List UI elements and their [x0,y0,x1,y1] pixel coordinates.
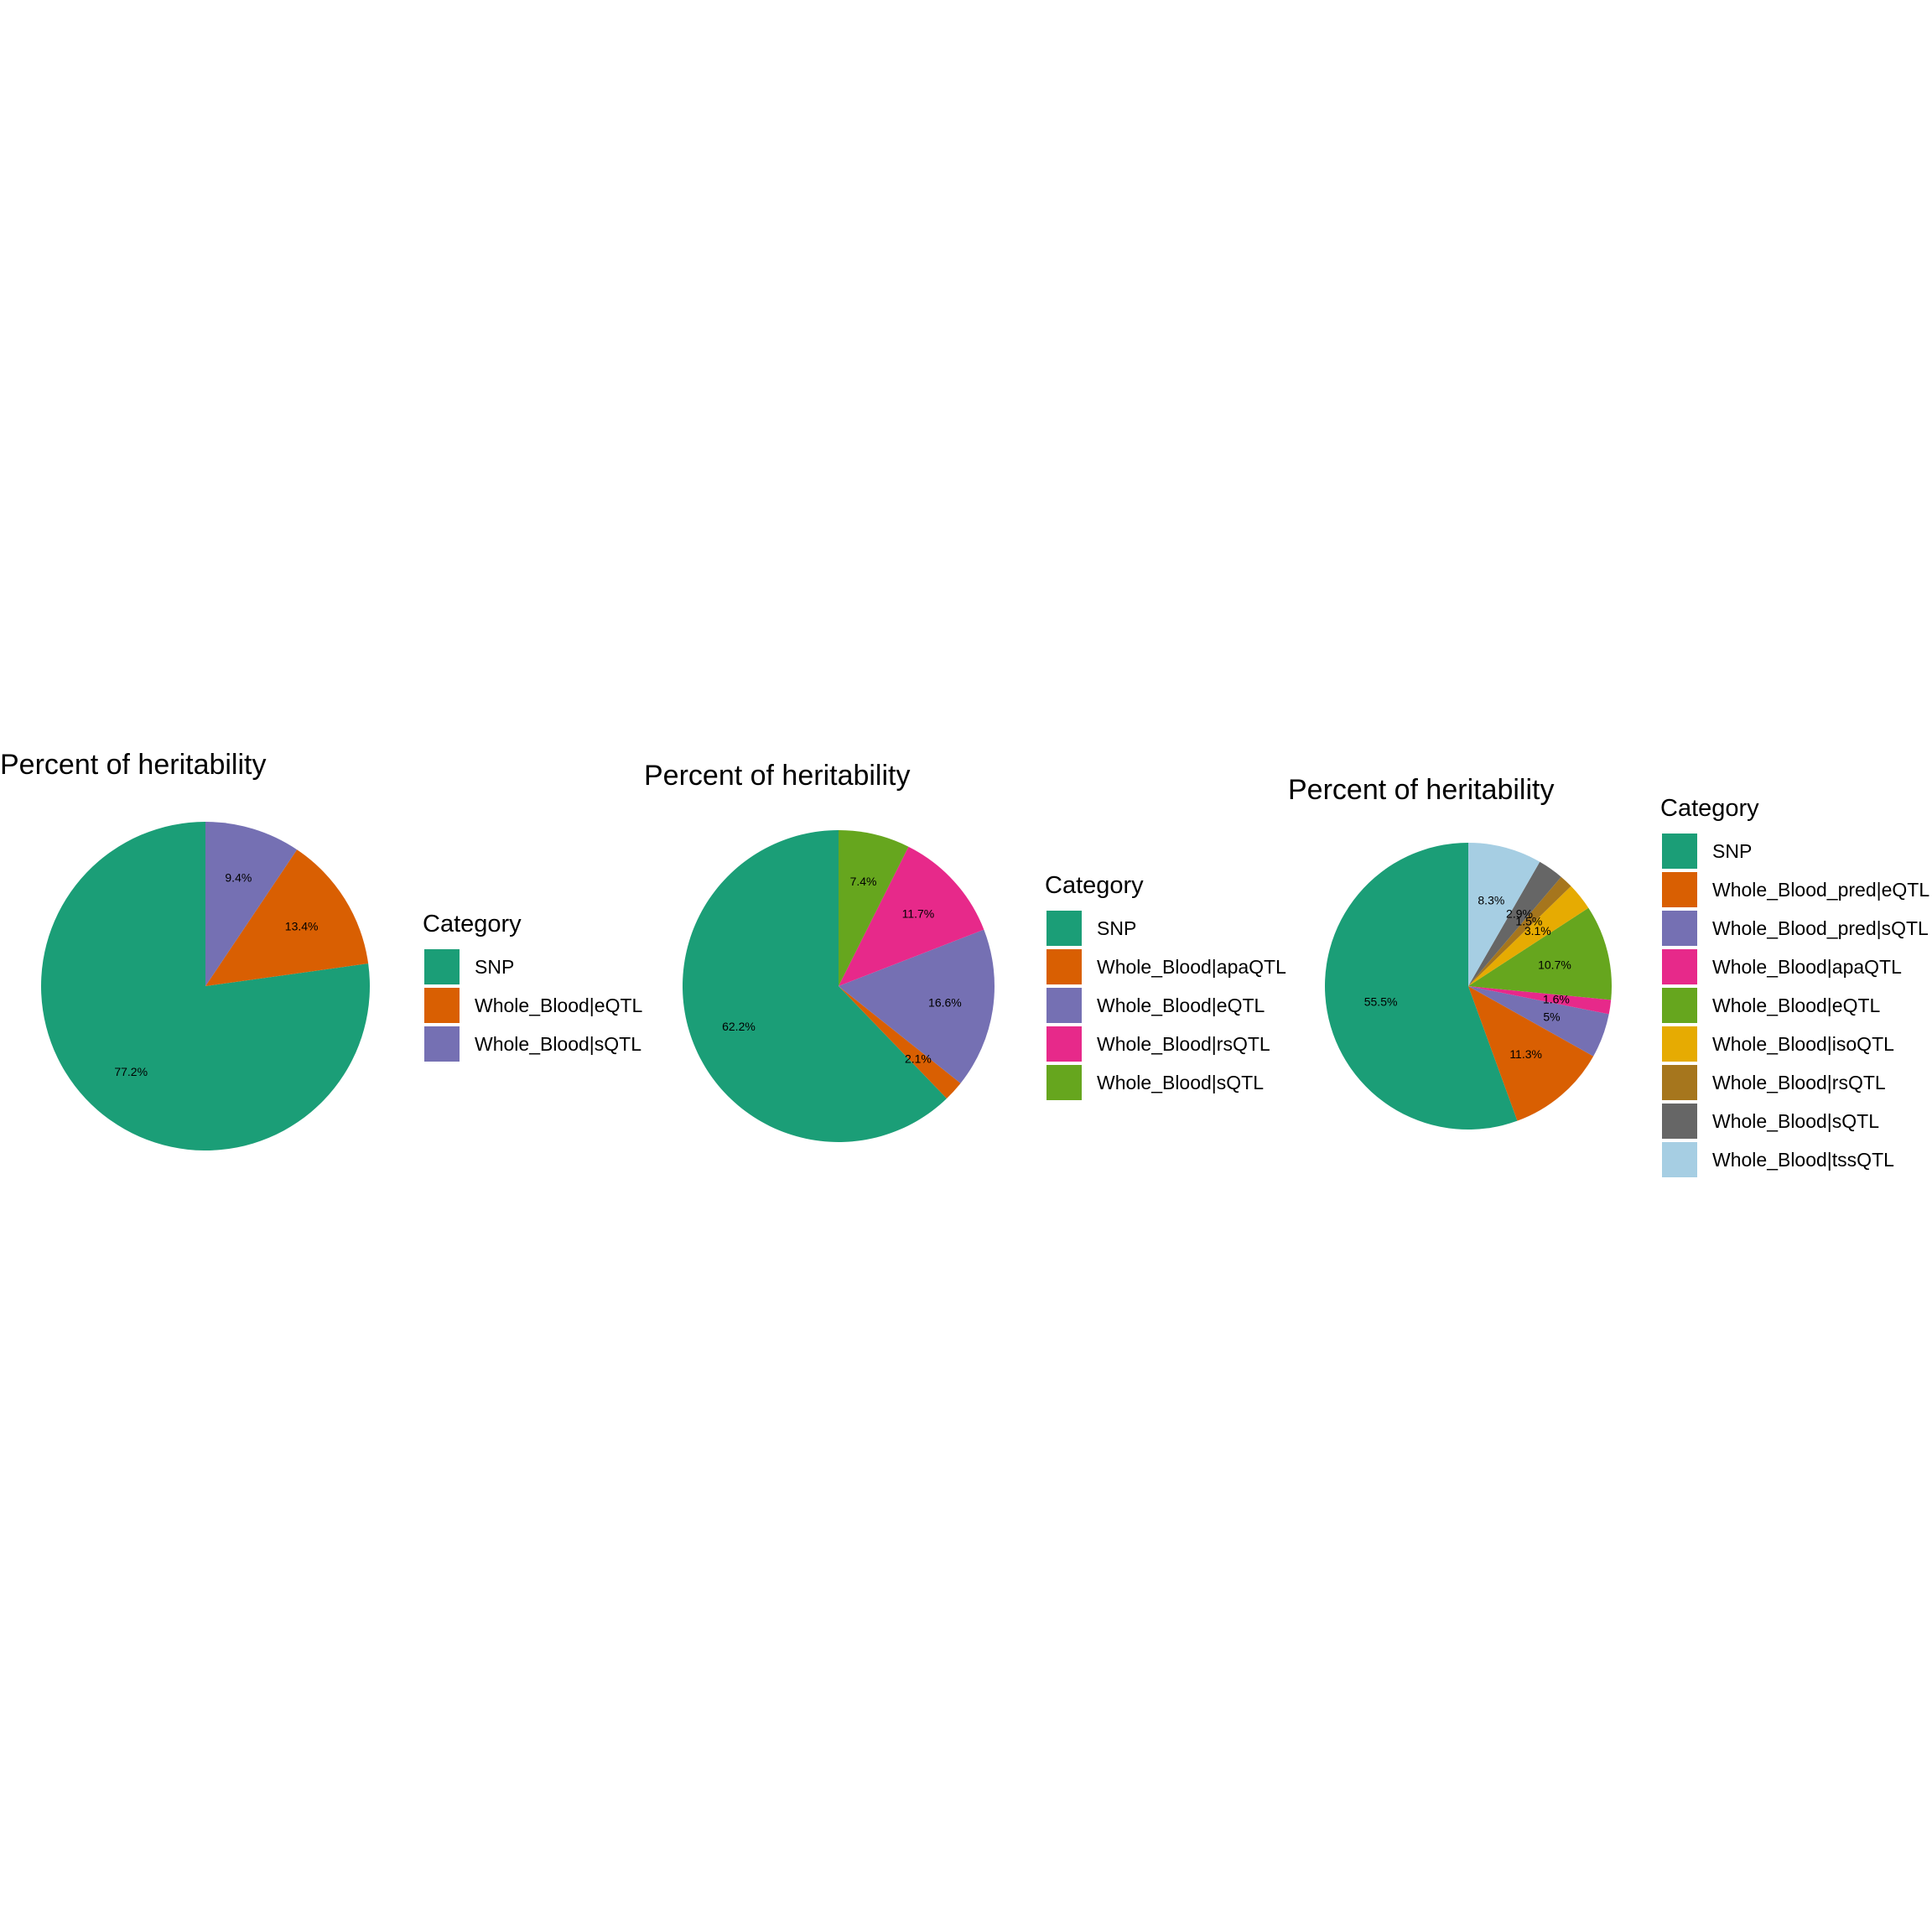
pie-panel-3: Percent of heritability 55.5% 11.3% 5% 1.6%… [1288,774,1929,1177]
legend-items-3: SNP Whole_Blood_pred|eQTL Whole_Blood_pred… [1662,834,1929,1177]
pie-slice-whole-blood-pred-eqtl [1468,986,1594,1121]
legend-label: SNP [1097,917,1136,939]
legend-label: Whole_Blood|eQTL [1712,995,1881,1016]
slice-label: 62.2% [722,1020,756,1033]
legend-1: Category SNP Whole_Blood|eQTL Whole_Blood|… [423,911,643,1062]
chart-title: Percent of heritability [0,749,267,781]
legend-label: SNP [1712,840,1752,862]
pie-slice-whole-blood-sqtl [1468,861,1561,986]
pie-slice-whole-blood-rsqtl [839,846,984,986]
legend-swatch [424,949,460,984]
slice-label: 11.7% [902,907,935,921]
pie-labels-1: 77.2% 13.4% 9.4% [114,871,318,1078]
legend-title: Category [1660,795,1759,822]
chart-title: Percent of heritability [644,760,911,792]
legend-title: Category [423,911,522,937]
slice-label: 5% [1543,1010,1560,1024]
pie-slice-whole-blood-apaqtl [839,986,961,1098]
pie-slices-3 [1324,843,1612,1130]
pie-slice-whole-blood-eqtl [205,849,369,986]
legend-swatch [1046,1065,1082,1100]
chart-title: Percent of heritability [1288,774,1555,806]
legend-swatch [1662,1026,1697,1062]
legend-items-2: SNP Whole_Blood|apaQTL Whole_Blood|eQTL Who… [1046,911,1286,1100]
legend-title: Category [1045,872,1144,899]
pie-slice-snp [683,830,948,1143]
slice-label: 8.3% [1478,894,1504,907]
pie-slice-whole-blood-apaqtl [1468,986,1612,1015]
slice-label: 55.5% [1364,995,1398,1008]
legend-swatch [1046,911,1082,946]
legend-swatch [1662,911,1697,946]
legend-swatch [1662,949,1697,984]
pie-slice-snp [40,822,370,1150]
legend-swatch [1662,834,1697,869]
legend-label: Whole_Blood|eQTL [1097,995,1265,1016]
legend-label: Whole_Blood_pred|sQTL [1712,917,1929,939]
pie-labels-2: 62.2% 2.1% 16.6% 11.7% 7.4% [722,875,962,1065]
legend-label: Whole_Blood|rsQTL [1712,1072,1886,1093]
slice-label: 9.4% [225,871,252,885]
slice-label: 3.1% [1524,924,1551,937]
pie-panel-2: Percent of heritability 62.2% 2.1% 16.6% 11… [644,760,1286,1143]
legend-label: Whole_Blood|apaQTL [1712,956,1902,978]
legend-label: Whole_Blood|eQTL [475,995,643,1016]
legend-label: Whole_Blood|sQTL [1097,1072,1264,1093]
legend-swatch [1046,1026,1082,1062]
slice-label: 16.6% [928,995,962,1009]
pie-slices-1 [40,822,370,1150]
legend-swatch [1662,872,1697,907]
legend-label: Whole_Blood|isoQTL [1712,1033,1894,1055]
pie-slices-2 [683,830,995,1143]
legend-swatch [424,1026,460,1062]
legend-label: Whole_Blood_pred|eQTL [1712,879,1929,901]
legend-swatch [1046,988,1082,1023]
slice-label: 2.9% [1506,906,1533,920]
pie-slice-whole-blood-sqtl [839,830,909,986]
legend-label: Whole_Blood|apaQTL [1097,956,1286,978]
pie-slice-snp [1324,843,1518,1130]
legend-label: Whole_Blood|sQTL [1712,1110,1879,1132]
legend-swatch [1662,1142,1697,1177]
legend-label: Whole_Blood|rsQTL [1097,1033,1270,1055]
pie-slice-whole-blood-tssqtl [1468,843,1540,986]
pie-slice-whole-blood-sqtl [205,822,298,986]
slice-label: 2.1% [905,1052,932,1065]
legend-label: Whole_Blood|tssQTL [1712,1149,1894,1171]
legend-swatch [1662,988,1697,1023]
slice-label: 77.2% [114,1065,148,1078]
pie-slice-whole-blood-eqtl [839,929,995,1083]
legend-items-1: SNP Whole_Blood|eQTL Whole_Blood|sQTL [424,949,643,1062]
legend-swatch [1662,1104,1697,1139]
pie-slice-whole-blood-eqtl [1468,907,1612,1000]
legend-2: Category SNP Whole_Blood|apaQTL Whole_Bloo… [1045,872,1286,1100]
legend-3: Category SNP Whole_Blood_pred|eQTL Whole_B… [1660,795,1929,1177]
slice-label: 7.4% [850,875,877,888]
pie-labels-3: 55.5% 11.3% 5% 1.6% 10.7% 3.1%1.5%2.9%8.3% [1364,894,1571,1061]
slice-label: 1.5% [1515,915,1542,928]
pie-slice-whole-blood-rsqtl [1468,876,1571,986]
slice-label: 11.3% [1509,1047,1542,1061]
legend-label: Whole_Blood|sQTL [475,1033,641,1055]
legend-label: SNP [475,956,514,978]
pie-slice-whole-blood-isoqtl [1468,886,1589,986]
legend-swatch [1046,949,1082,984]
slice-label: 13.4% [285,919,319,932]
slice-label: 10.7% [1538,958,1571,972]
slice-label: 1.6% [1543,992,1570,1005]
pie-slice-whole-blood-pred-sqtl [1468,986,1609,1057]
legend-swatch [1662,1065,1697,1100]
legend-swatch [424,988,460,1023]
pie-panel-1: Percent of heritability 77.2% 13.4% 9.4% C… [0,749,643,1150]
